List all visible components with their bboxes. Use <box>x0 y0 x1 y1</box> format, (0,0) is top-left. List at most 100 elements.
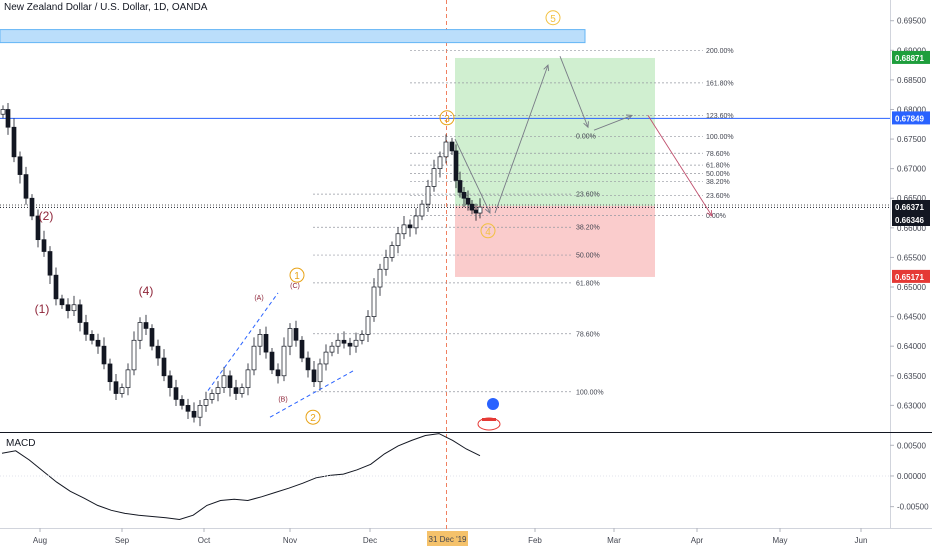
wave-circle-3 <box>439 110 455 126</box>
candle-body <box>323 351 329 365</box>
candle-body <box>77 304 83 323</box>
x-tick-label: Aug <box>33 536 47 545</box>
wave-label-4: 4 <box>485 227 491 238</box>
candle-body <box>149 328 155 347</box>
candle-body <box>305 357 311 371</box>
candle-body <box>359 334 365 341</box>
candle-body <box>293 328 299 341</box>
y-tick-label: 0.64000 <box>897 342 926 351</box>
macd-tick-label: -0.00500 <box>897 503 929 512</box>
candle-body <box>185 405 191 412</box>
wave-circle-2 <box>305 409 321 425</box>
x-tick-label: Sep <box>115 536 130 545</box>
candle-body <box>197 405 203 418</box>
fib-extension-label: 38.20% <box>706 179 730 186</box>
channel-lower <box>269 369 356 418</box>
candle-body <box>383 257 389 270</box>
wave-circle-5 <box>545 10 561 26</box>
wave-label: (1) <box>35 302 50 316</box>
y-tick-label: 0.69500 <box>897 17 926 26</box>
price-badge-label: 0.66346 <box>895 216 924 225</box>
projection-arrowhead <box>625 114 633 121</box>
candle-body <box>377 268 383 288</box>
target-zone <box>455 57 655 206</box>
x-tick-label: Dec <box>363 536 377 545</box>
projection-arrow <box>454 138 491 214</box>
candle-body <box>473 209 479 214</box>
macd-tick-label: 0.00000 <box>897 472 926 481</box>
candle-body <box>59 298 65 306</box>
candle-body <box>251 345 257 371</box>
candle-body <box>437 156 443 170</box>
y-tick-label: 0.67000 <box>897 165 926 174</box>
fib-level-label: 100.00% <box>576 389 604 396</box>
candle-body <box>233 387 239 394</box>
price-badge-label: 0.68871 <box>895 54 924 63</box>
projection-arrowhead <box>583 121 589 129</box>
candle-body <box>215 387 221 394</box>
x-tick-label: Apr <box>691 536 704 545</box>
wave-label: (A) <box>254 295 263 302</box>
price-badge-label: 0.66371 <box>895 203 924 212</box>
wave-label: (2) <box>39 209 54 223</box>
candle-body <box>11 126 17 158</box>
candle-body <box>209 393 215 400</box>
candle-body <box>17 156 23 175</box>
candle-body <box>101 345 107 365</box>
fib-level-label: 61.80% <box>576 280 600 287</box>
wave-label-3: 3 <box>444 114 450 125</box>
x-tick-label: Jun <box>855 536 868 545</box>
candle-body <box>137 322 143 341</box>
candle-body <box>65 304 71 312</box>
candle-body <box>119 387 125 394</box>
fib-extension-label: 123.60% <box>706 113 734 120</box>
candle-body <box>329 345 335 353</box>
candle-body <box>0 109 6 115</box>
candle-body <box>453 150 459 181</box>
candle-body <box>317 363 323 383</box>
y-tick-label: 0.63000 <box>897 401 926 410</box>
projection-arrow <box>494 64 549 214</box>
candle-body <box>353 339 359 347</box>
candle-body <box>419 203 425 217</box>
candle-body <box>89 334 95 341</box>
chart-title: New Zealand Dollar / U.S. Dollar, 1D, OA… <box>4 2 208 13</box>
candle-body <box>425 186 431 205</box>
candle-body <box>371 286 377 317</box>
candle-body <box>257 334 263 347</box>
candle-body <box>275 369 281 377</box>
candle-body <box>413 215 419 229</box>
candle-body <box>449 141 455 152</box>
candle-body <box>263 334 269 353</box>
projection-arrowhead <box>706 209 713 217</box>
fib-level-label: 38.20% <box>576 225 600 232</box>
y-tick-label: 0.68500 <box>897 76 926 85</box>
y-tick-label: 0.65500 <box>897 253 926 262</box>
candle-body <box>239 387 245 394</box>
candle-body <box>461 191 467 199</box>
fib-level-label: 50.00% <box>576 253 600 260</box>
wave-circle-1 <box>289 267 305 283</box>
wave-label-5: 5 <box>550 14 556 25</box>
candle-body <box>143 322 149 329</box>
price-badge <box>892 200 930 213</box>
candle-body <box>107 363 113 383</box>
candle-body <box>443 141 449 158</box>
candle-body <box>407 224 413 229</box>
projection-arrow <box>559 56 589 128</box>
price-badge <box>892 213 930 226</box>
price-badge <box>892 50 930 64</box>
stop-zone <box>455 205 655 277</box>
candle-body <box>5 109 11 128</box>
y-tick-label: 0.67500 <box>897 135 926 144</box>
fib-extension-label: 23.60% <box>706 193 730 200</box>
candle-body <box>365 316 371 335</box>
candle-body <box>29 197 35 217</box>
candle-body <box>179 399 185 406</box>
candle-body <box>113 381 119 394</box>
x-tick-label: Feb <box>528 536 542 545</box>
candle-body <box>53 274 59 300</box>
candle-body <box>125 369 131 388</box>
candle-body <box>401 224 407 235</box>
